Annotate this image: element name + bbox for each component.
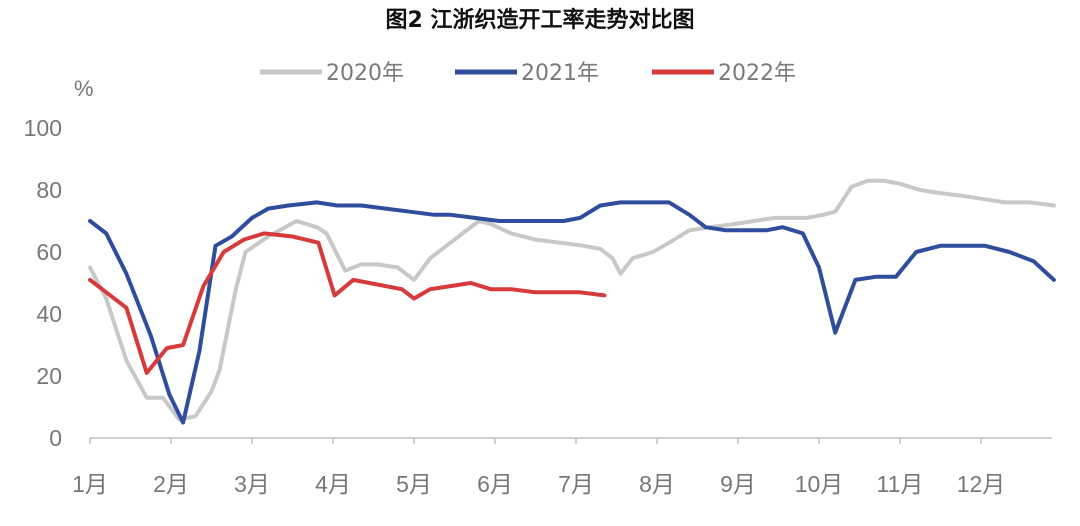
y-axis-unit: % xyxy=(74,76,94,101)
x-tick-label: 8月 xyxy=(639,471,675,497)
x-axis: 1月 2月 3月 4月 5月 6月 7月 8月 9月 10月 11月 12月 xyxy=(72,437,1052,497)
y-tick-label: 80 xyxy=(36,177,62,203)
x-tick-label: 5月 xyxy=(396,471,432,497)
series-line-1 xyxy=(88,200,1056,425)
x-tick-label: 4月 xyxy=(315,471,351,497)
x-tick-label: 9月 xyxy=(720,471,756,497)
y-tick-label: 20 xyxy=(36,363,62,389)
legend-label-2020: 2020年 xyxy=(326,61,404,86)
x-tick-label: 6月 xyxy=(477,471,513,497)
y-axis-ticks: 0 20 40 60 80 100 xyxy=(24,115,62,451)
legend: 2020年 2021年 2022年 xyxy=(260,61,796,86)
x-tick-label: 12月 xyxy=(957,471,1006,497)
y-tick-label: 40 xyxy=(36,301,62,327)
y-tick-label: 100 xyxy=(24,115,62,141)
x-tick-label: 3月 xyxy=(234,471,270,497)
series-line-0 xyxy=(88,178,1056,422)
y-tick-label: 0 xyxy=(49,425,62,451)
y-tick-label: 60 xyxy=(36,239,62,265)
x-tick-label: 2月 xyxy=(153,471,189,497)
x-tick-label: 10月 xyxy=(795,471,844,497)
x-tick-label: 11月 xyxy=(877,471,924,497)
series-line-2 xyxy=(88,231,607,375)
chart-title: 图2 江浙织造开工率走势对比图 xyxy=(386,7,695,33)
legend-label-2022: 2022年 xyxy=(718,61,796,86)
series-layer xyxy=(88,178,1056,425)
x-tick-label: 7月 xyxy=(558,471,594,497)
x-tick-label: 1月 xyxy=(72,471,108,497)
legend-label-2021: 2021年 xyxy=(521,61,599,86)
